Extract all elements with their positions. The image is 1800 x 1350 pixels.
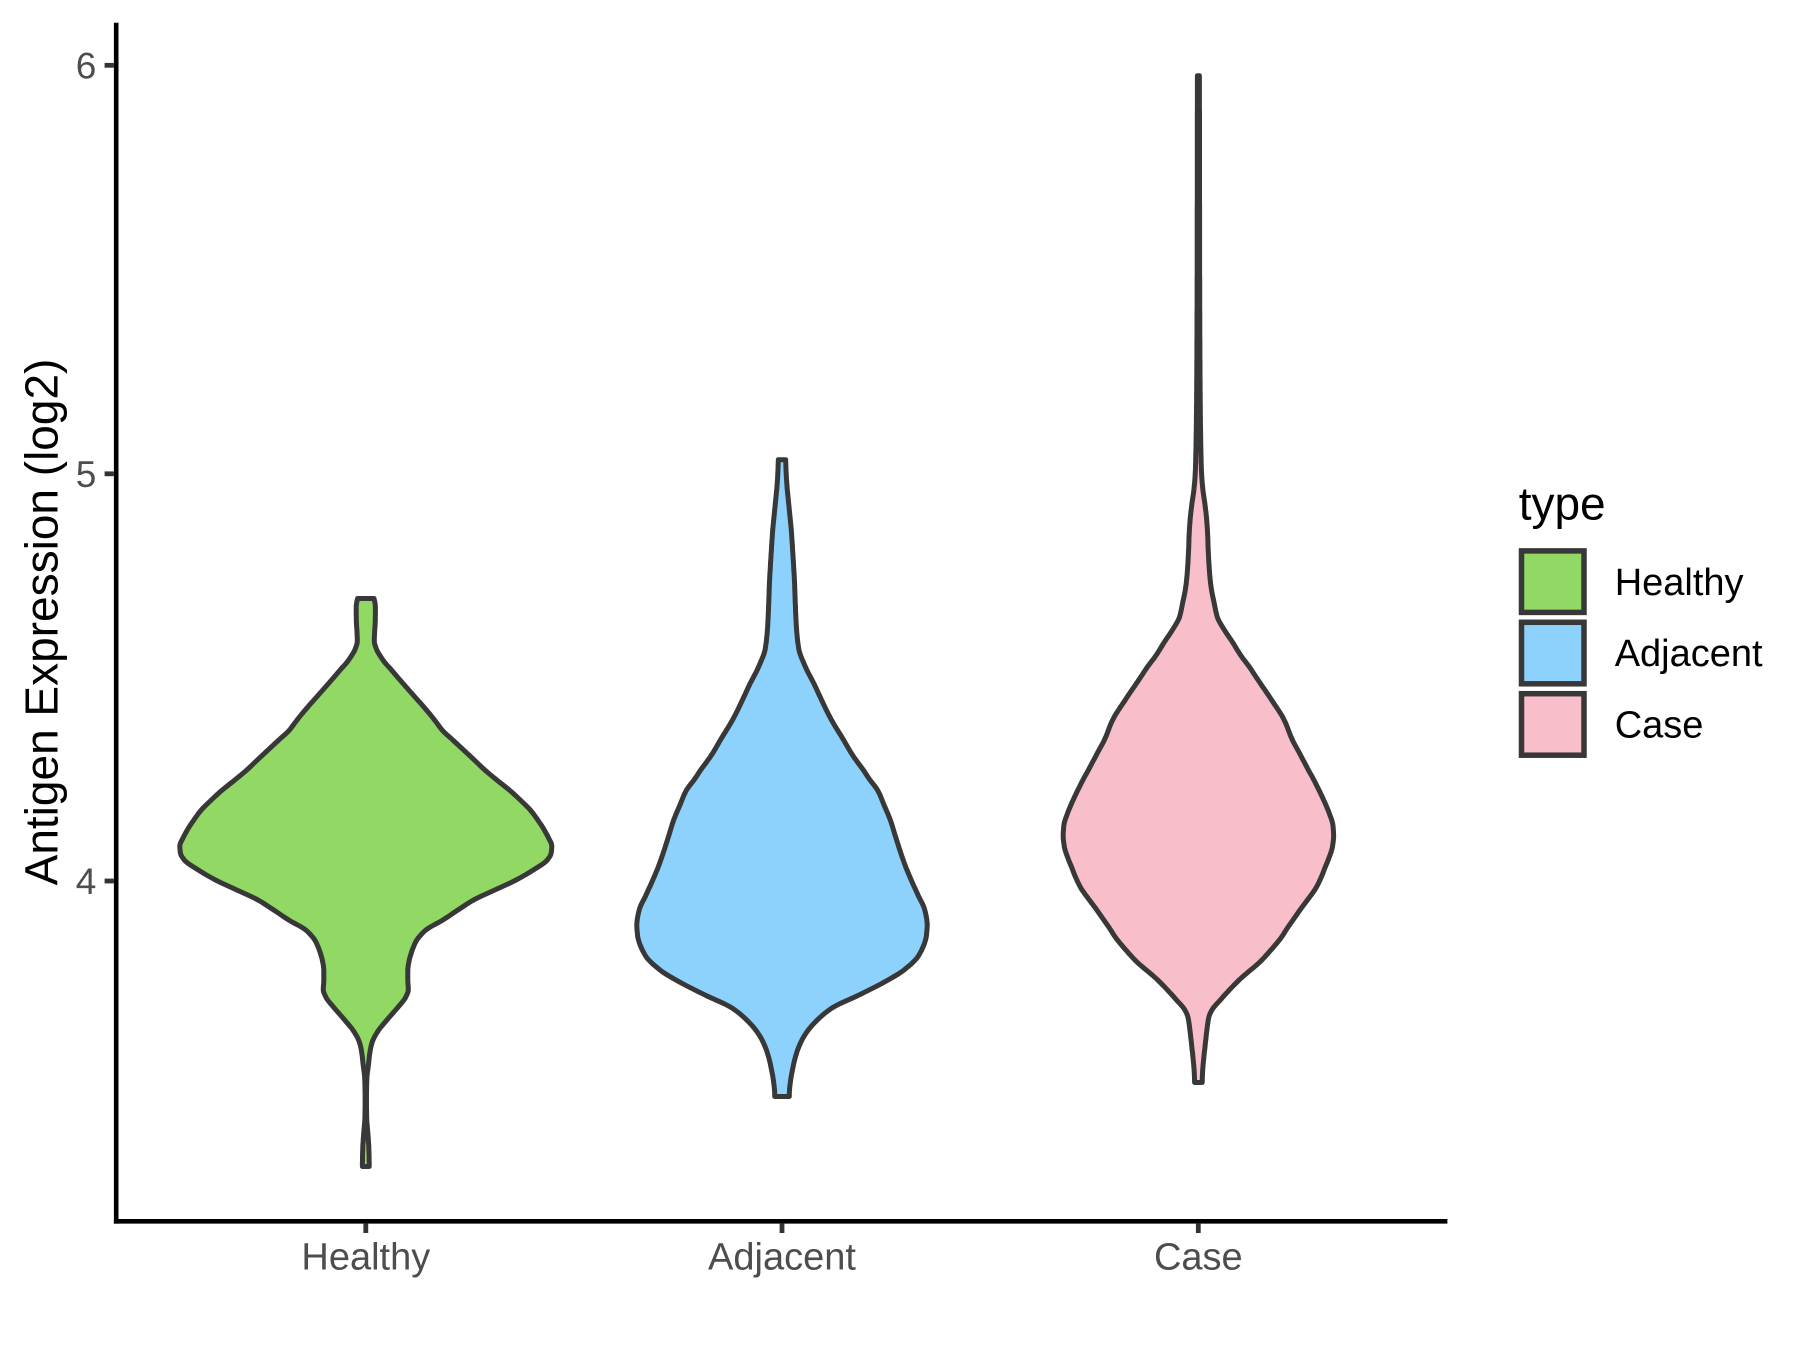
svg-text:Adjacent: Adjacent xyxy=(708,1237,856,1279)
svg-text:4: 4 xyxy=(76,861,97,902)
svg-text:Healthy: Healthy xyxy=(1615,562,1744,604)
svg-text:Adjacent: Adjacent xyxy=(1615,633,1763,675)
svg-text:Case: Case xyxy=(1154,1237,1243,1279)
svg-text:Antigen Expression (log2): Antigen Expression (log2) xyxy=(16,359,68,886)
svg-text:type: type xyxy=(1519,478,1606,530)
svg-text:Case: Case xyxy=(1615,705,1704,747)
svg-text:Healthy: Healthy xyxy=(301,1237,430,1279)
svg-text:5: 5 xyxy=(76,454,97,495)
svg-text:6: 6 xyxy=(76,45,97,86)
